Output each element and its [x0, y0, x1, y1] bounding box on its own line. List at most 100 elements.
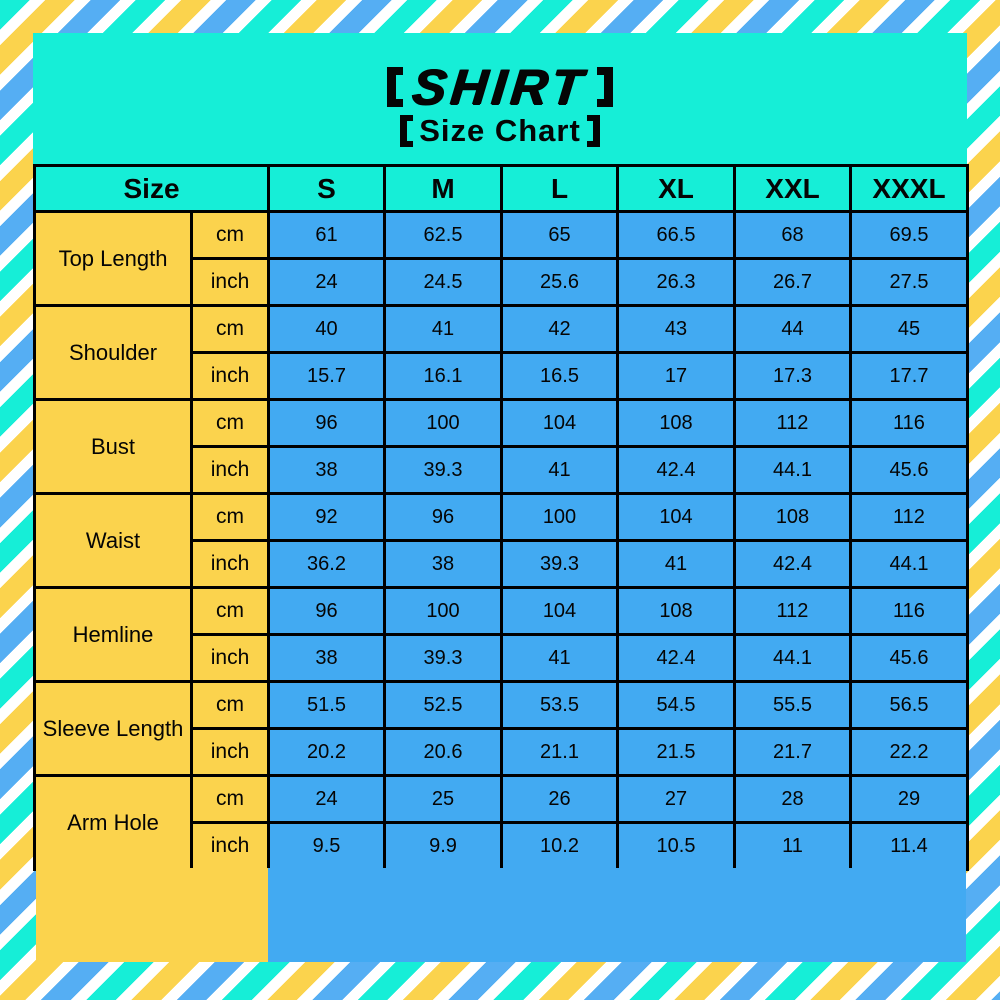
table-row: Top Length cm 61 62.5 65 66.5 68 69.5 [33, 210, 969, 307]
unit-cell: cm [190, 210, 270, 260]
value-cell: 15.7 [267, 351, 386, 401]
unit-cell: cm [190, 680, 270, 730]
value-cell: 17.7 [849, 351, 969, 401]
value-cell: 42.4 [616, 445, 736, 495]
value-cell: 65 [500, 210, 619, 260]
value-cell: 16.1 [383, 351, 503, 401]
header-row: Size S M L XL XXL XXXL [33, 164, 969, 213]
measurement-label: Arm Hole [33, 774, 193, 871]
measurement-label: Hemline [33, 586, 193, 683]
value-cell: 42.4 [733, 539, 852, 589]
measurement-label: Waist [33, 492, 193, 589]
value-cell: 28 [733, 774, 852, 824]
size-column-header: XXXL [849, 164, 969, 213]
value-cell: 116 [849, 586, 969, 636]
value-cell: 38 [267, 445, 386, 495]
value-cell: 9.5 [267, 821, 386, 871]
value-cell: 104 [616, 492, 736, 542]
unit-cell: inch [190, 727, 270, 777]
measurement-label: Shoulder [33, 304, 193, 401]
unit-cell: inch [190, 445, 270, 495]
value-cell: 61 [267, 210, 386, 260]
footer-yellow-block [36, 868, 268, 962]
value-cell: 17 [616, 351, 736, 401]
unit-cell: inch [190, 633, 270, 683]
unit-cell: cm [190, 586, 270, 636]
value-cell: 100 [383, 398, 503, 448]
table-row: inch 38 39.3 41 42.4 44.1 45.6 [35, 445, 969, 495]
value-cell: 39.3 [500, 539, 619, 589]
value-cell: 21.5 [616, 727, 736, 777]
value-cell: 9.9 [383, 821, 503, 871]
value-cell: 20.6 [383, 727, 503, 777]
lenticular-bracket-right-icon [597, 67, 614, 107]
measurement-label: Top Length [33, 210, 193, 307]
measurement-label: Sleeve Length [33, 680, 193, 777]
value-cell: 53.5 [500, 680, 619, 730]
table-row: inch 36.2 38 39.3 41 42.4 44.1 [35, 539, 969, 589]
value-cell: 69.5 [849, 210, 969, 260]
value-cell: 100 [383, 586, 503, 636]
size-column-header: M [383, 164, 503, 213]
value-cell: 40 [267, 304, 386, 354]
value-cell: 21.7 [733, 727, 852, 777]
unit-cell: cm [190, 492, 270, 542]
value-cell: 54.5 [616, 680, 736, 730]
value-cell: 26.3 [616, 257, 736, 307]
value-cell: 104 [500, 586, 619, 636]
table-corner-header: Size [33, 164, 270, 213]
value-cell: 44.1 [849, 539, 969, 589]
table-row: inch 38 39.3 41 42.4 44.1 45.6 [35, 633, 969, 683]
value-cell: 36.2 [267, 539, 386, 589]
page-title: SHIRT [0, 56, 1000, 118]
value-cell: 45.6 [849, 633, 969, 683]
value-cell: 44 [733, 304, 852, 354]
value-cell: 116 [849, 398, 969, 448]
size-column-header: XL [616, 164, 736, 213]
value-cell: 55.5 [733, 680, 852, 730]
value-cell: 96 [267, 398, 386, 448]
value-cell: 11.4 [849, 821, 969, 871]
unit-cell: cm [190, 774, 270, 824]
value-cell: 10.2 [500, 821, 619, 871]
value-cell: 42 [500, 304, 619, 354]
value-cell: 43 [616, 304, 736, 354]
unit-cell: inch [190, 539, 270, 589]
value-cell: 29 [849, 774, 969, 824]
value-cell: 27.5 [849, 257, 969, 307]
value-cell: 108 [616, 586, 736, 636]
value-cell: 96 [267, 586, 386, 636]
table-row: inch 20.2 20.6 21.1 21.5 21.7 22.2 [35, 727, 969, 777]
value-cell: 24 [267, 774, 386, 824]
lenticular-bracket-left-icon [386, 67, 403, 107]
value-cell: 20.2 [267, 727, 386, 777]
page-subtitle: Size Chart [0, 112, 1000, 150]
value-cell: 17.3 [733, 351, 852, 401]
value-cell: 51.5 [267, 680, 386, 730]
value-cell: 38 [383, 539, 503, 589]
value-cell: 66.5 [616, 210, 736, 260]
unit-cell: cm [190, 398, 270, 448]
value-cell: 92 [267, 492, 386, 542]
value-cell: 96 [383, 492, 503, 542]
value-cell: 38 [267, 633, 386, 683]
value-cell: 100 [500, 492, 619, 542]
measurement-label: Bust [33, 398, 193, 495]
value-cell: 26 [500, 774, 619, 824]
value-cell: 27 [616, 774, 736, 824]
value-cell: 41 [383, 304, 503, 354]
value-cell: 44.1 [733, 633, 852, 683]
table-row: inch 15.7 16.1 16.5 17 17.3 17.7 [35, 351, 969, 401]
value-cell: 24.5 [383, 257, 503, 307]
value-cell: 21.1 [500, 727, 619, 777]
table-row: Shoulder cm 40 41 42 43 44 45 [33, 304, 969, 401]
size-column-header: L [500, 164, 619, 213]
value-cell: 44.1 [733, 445, 852, 495]
size-chart-table: Size S M L XL XXL XXXL Top Length cm 61 62.5 65 66.… [33, 164, 969, 871]
value-cell: 25.6 [500, 257, 619, 307]
unit-cell: cm [190, 304, 270, 354]
value-cell: 22.2 [849, 727, 969, 777]
value-cell: 39.3 [383, 633, 503, 683]
unit-cell: inch [190, 821, 270, 871]
value-cell: 104 [500, 398, 619, 448]
